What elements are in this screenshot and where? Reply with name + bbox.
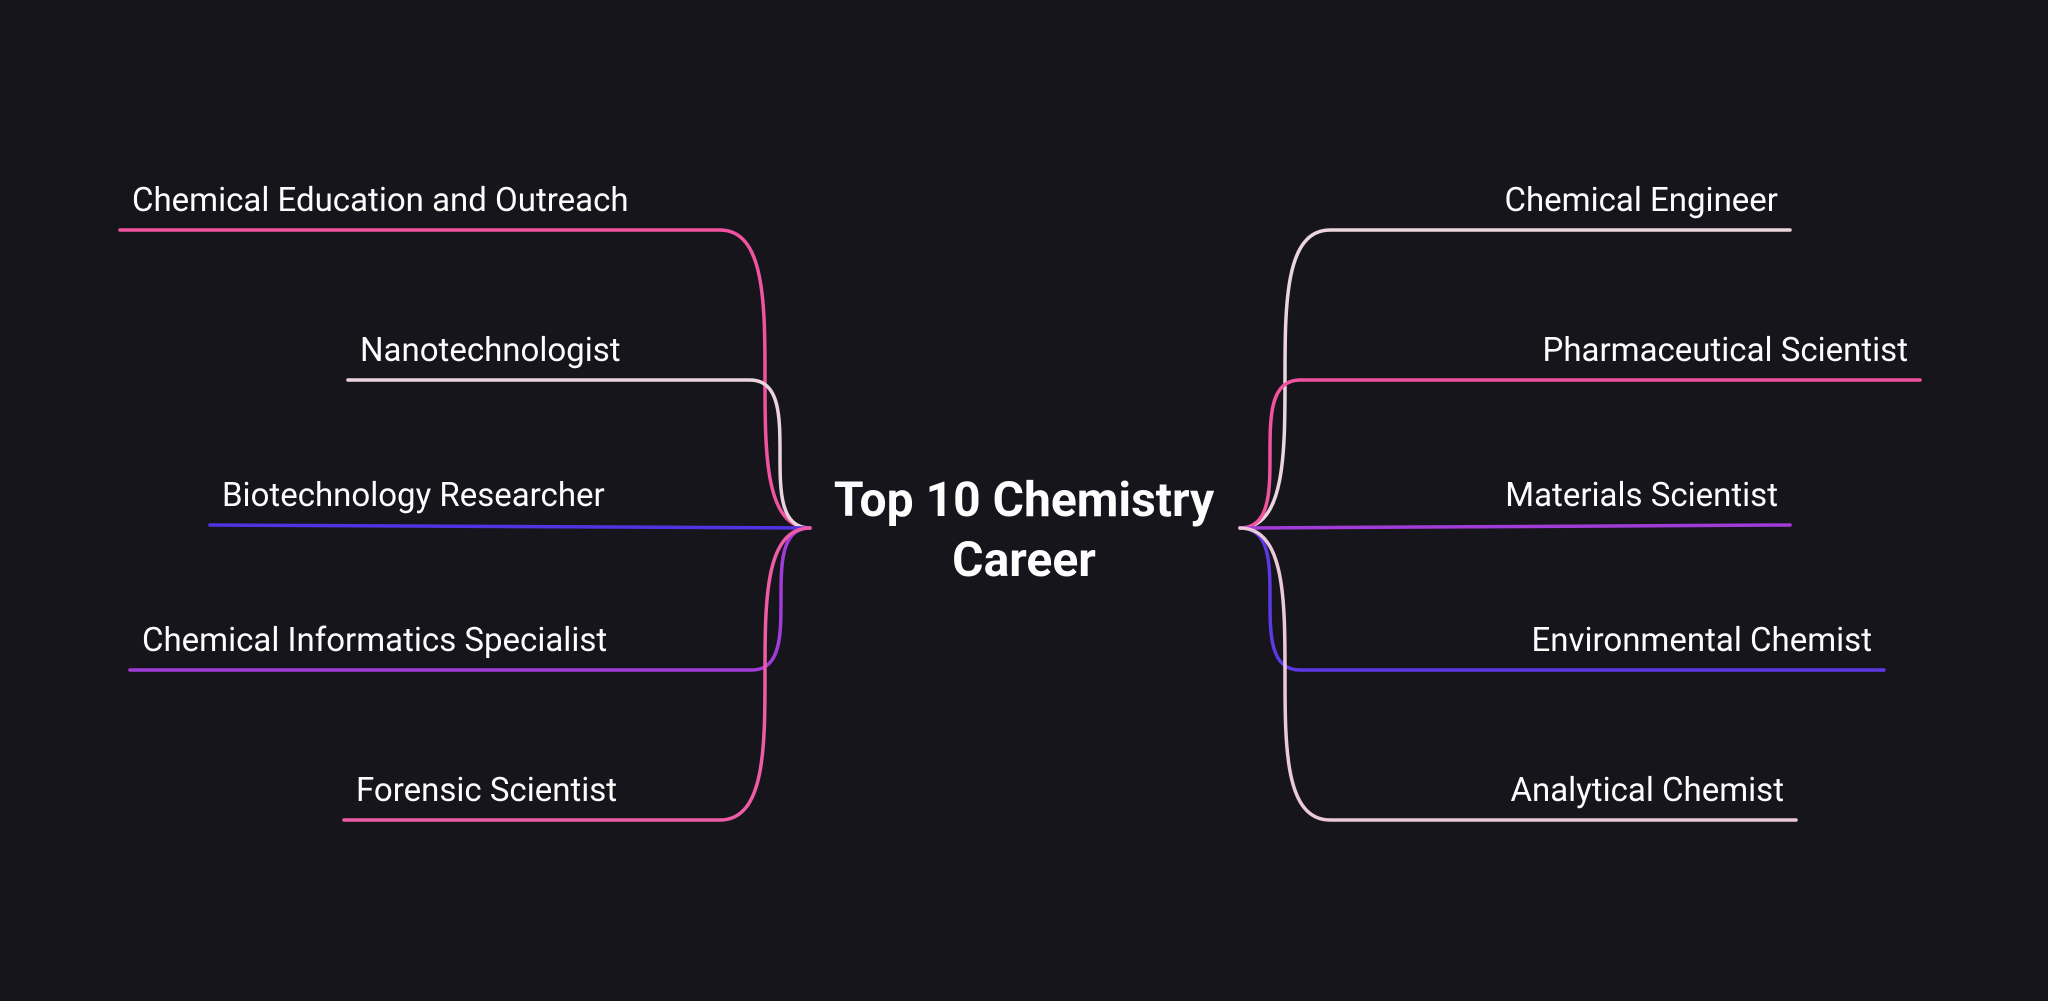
branch-label: Forensic Scientist xyxy=(356,771,617,810)
branch-label: Chemical Informatics Specialist xyxy=(142,621,607,660)
branch-connector xyxy=(1240,525,1790,528)
center-title-line2: Career xyxy=(834,530,1214,590)
branch-label: Analytical Chemist xyxy=(1510,771,1784,810)
branch-label: Chemical Engineer xyxy=(1505,181,1779,220)
branch-label: Materials Scientist xyxy=(1505,476,1778,515)
branch-label: Environmental Chemist xyxy=(1532,621,1872,660)
center-title-line1: Top 10 Chemistry xyxy=(834,470,1214,530)
center-title: Top 10 Chemistry Career xyxy=(834,470,1214,590)
branch-label: Chemical Education and Outreach xyxy=(132,181,629,220)
branch-connector xyxy=(210,525,810,528)
branch-label: Nanotechnologist xyxy=(360,331,621,370)
branch-label: Biotechnology Researcher xyxy=(222,476,605,515)
branch-label: Pharmaceutical Scientist xyxy=(1543,331,1909,370)
mindmap-stage: Top 10 Chemistry Career Chemical Educati… xyxy=(0,0,2048,1001)
